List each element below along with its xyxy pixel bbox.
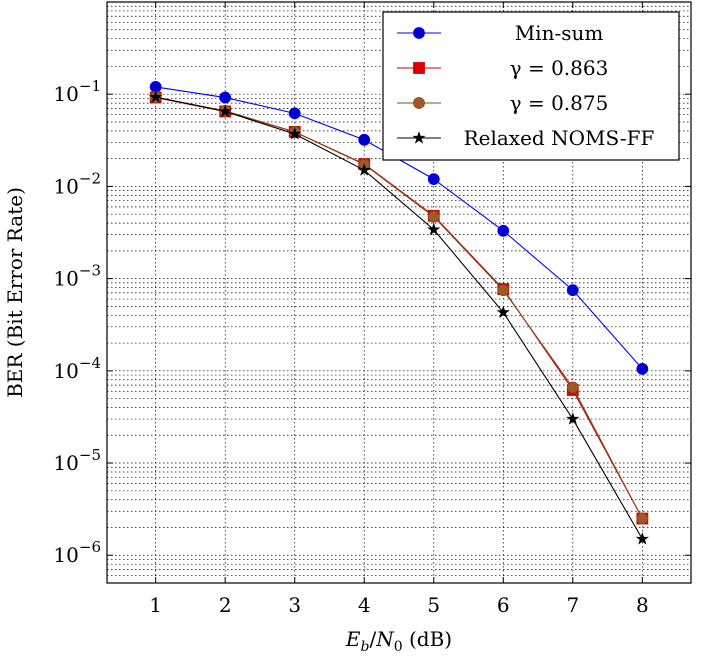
series-1-point: [497, 224, 510, 237]
legend-label: Relaxed NOMS-FF: [464, 126, 655, 150]
legend-swatch-marker: [413, 27, 425, 39]
y-axis-ticks: 10−1 10−2 10−3 10−4 10−5 10−6: [53, 77, 691, 567]
series-4-point: [635, 532, 649, 545]
plot-frame: [106, 1, 692, 584]
series-line-2: [155, 97, 643, 519]
x-axis-ticks: 1 2 3 4 5 6 7 8: [149, 2, 649, 617]
legend-label: Min-sum: [515, 21, 604, 45]
x-tick-label: 8: [636, 593, 649, 617]
y-tick-label: 10−6: [53, 538, 101, 567]
x-axis-label: Eb/N0 (dB): [345, 627, 452, 655]
legend-entry-4: Relaxed NOMS-FF: [397, 126, 655, 150]
legend-swatch-marker: [413, 97, 425, 109]
series-4-point: [566, 412, 580, 425]
legend-label: γ = 0.863: [510, 56, 609, 80]
series-1-point: [288, 107, 301, 120]
y-tick-label: 10−5: [53, 446, 101, 475]
y-axis-label: BER (Bit Error Rate): [3, 187, 27, 398]
series-line-4: [155, 96, 643, 540]
x-tick-label: 6: [497, 593, 510, 617]
legend-label: γ = 0.875: [510, 91, 609, 115]
y-tick-label: 10−4: [53, 354, 101, 383]
legend-entry-3: γ = 0.875: [397, 91, 608, 115]
series-4-point: [288, 127, 302, 140]
x-tick-label: 1: [149, 593, 162, 617]
x-tick-label: 7: [566, 593, 579, 617]
series-1-point: [636, 362, 649, 375]
x-tick-label: 5: [427, 593, 440, 617]
series-3-point: [636, 512, 649, 525]
legend-box: [382, 11, 680, 161]
series-1-point: [219, 91, 232, 104]
series-3-point: [566, 381, 579, 394]
y-tick-label: 10−2: [53, 169, 101, 198]
series-4-point: [496, 305, 510, 319]
series-4: [149, 90, 649, 545]
y-tick-label: 10−1: [53, 77, 101, 106]
legend-entry-1: Min-sum: [397, 21, 603, 45]
series-4-point: [218, 104, 232, 118]
y-tick-label: 10−3: [53, 262, 101, 291]
series-4-point: [427, 222, 441, 236]
series-4-point: [357, 163, 371, 176]
x-tick-label: 4: [358, 593, 371, 617]
series-1-point: [427, 173, 440, 186]
series-1-point: [358, 133, 371, 146]
legend-swatch-marker: [412, 131, 426, 144]
series-line-3: [155, 96, 643, 519]
series-4-point: [149, 90, 163, 103]
legend-swatch-marker: [413, 62, 425, 74]
series-1-point: [566, 284, 579, 297]
series-3-point: [497, 284, 510, 297]
legend: Min-sum γ = 0.863 γ = 0.875 Relaxed NOMS-FF: [382, 11, 680, 161]
x-tick-label: 3: [288, 593, 301, 617]
legend-entry-2: γ = 0.863: [397, 56, 608, 80]
series-3-point: [427, 210, 440, 223]
x-tick-label: 2: [219, 593, 232, 617]
